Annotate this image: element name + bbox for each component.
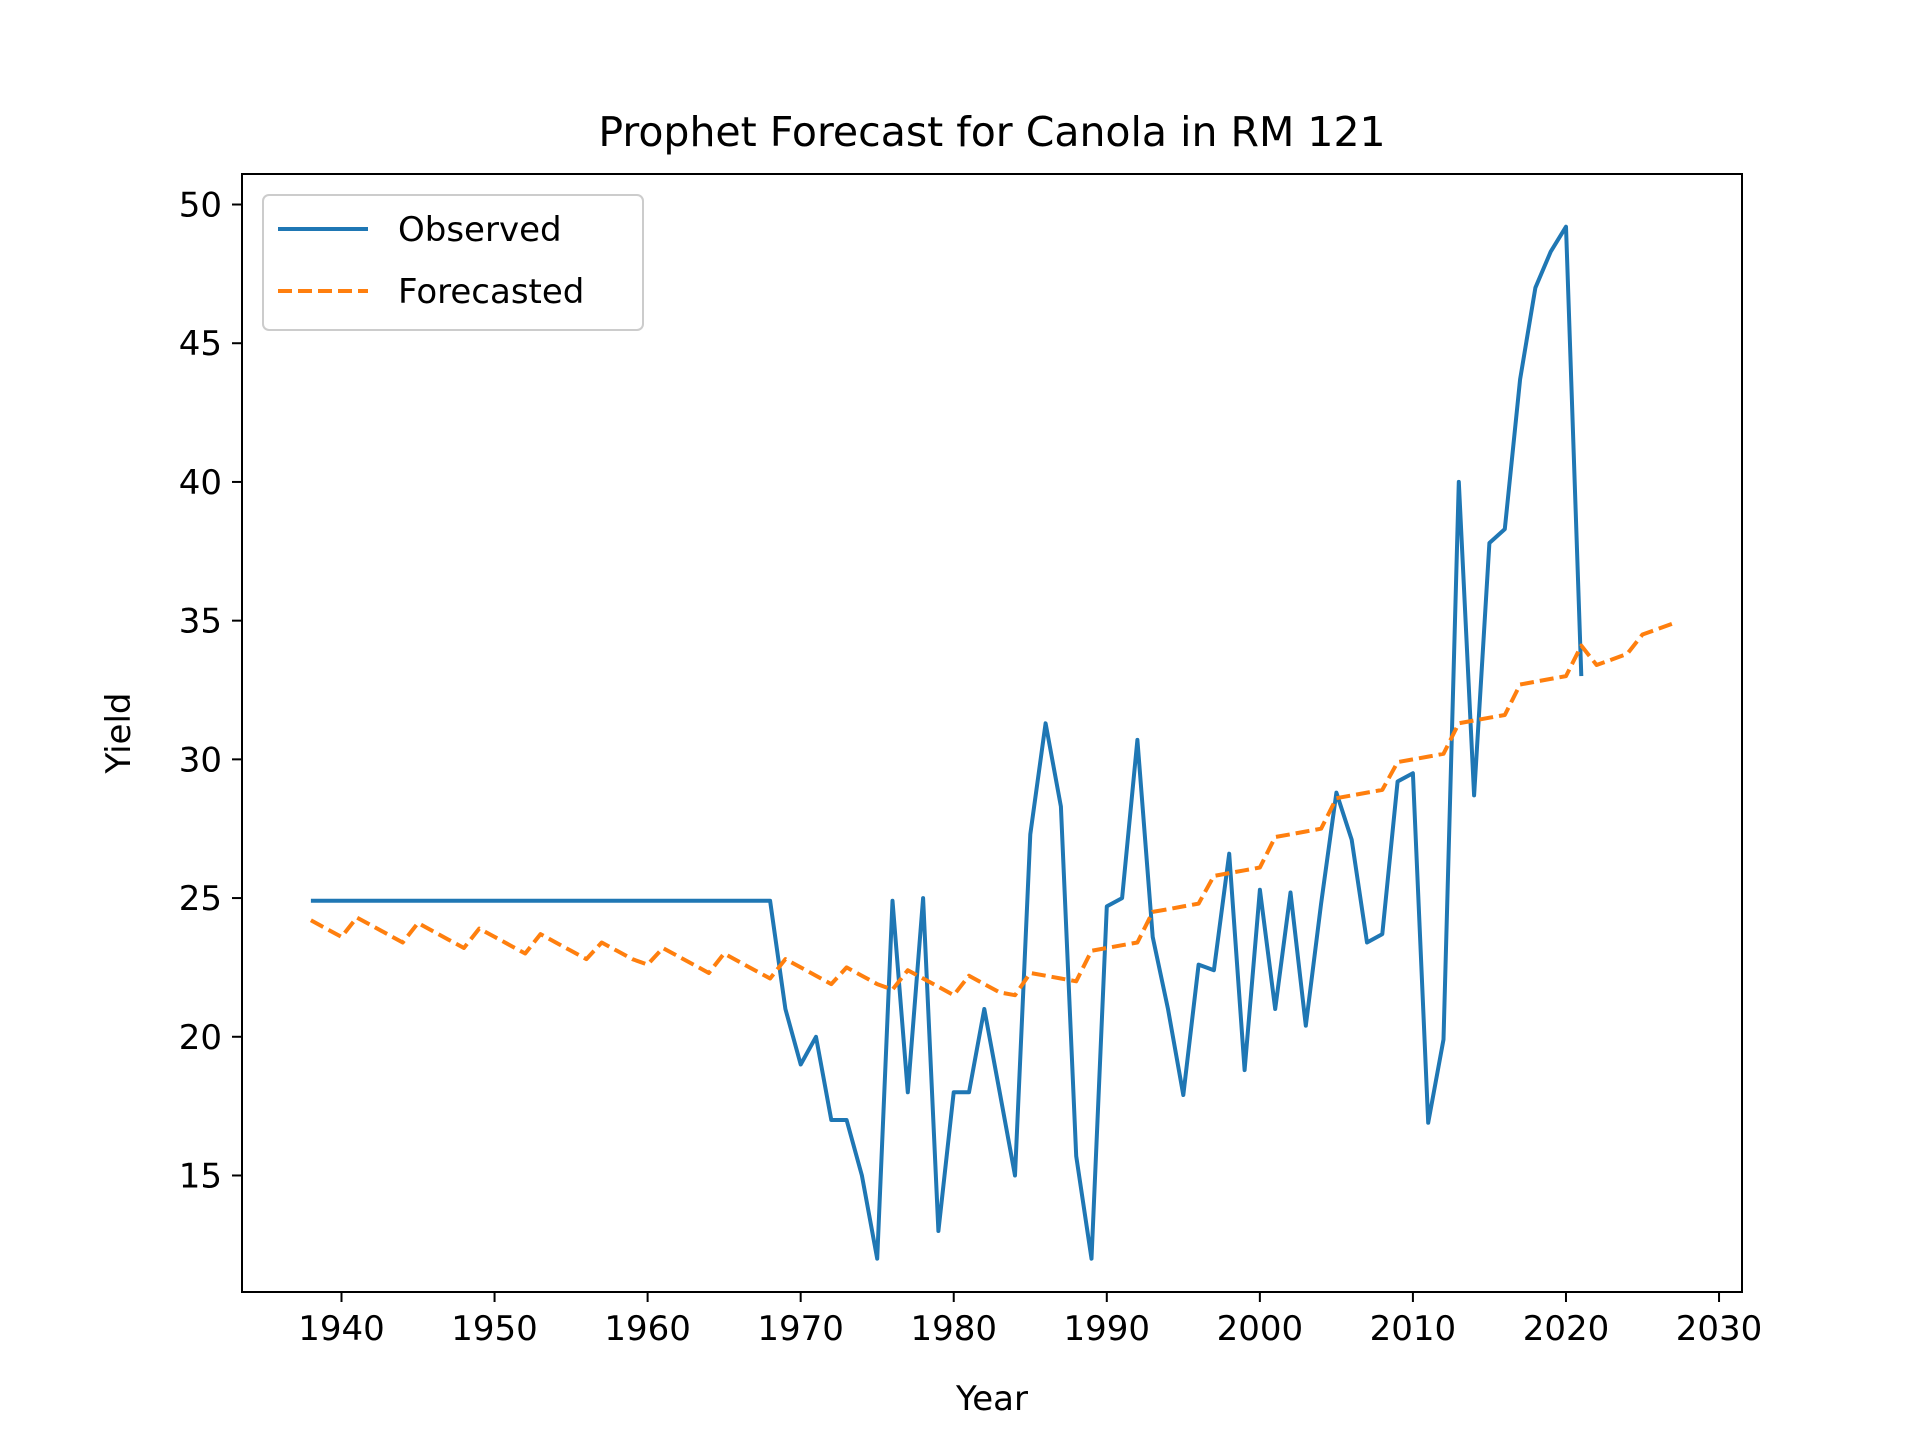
y-axis: 15 20 25 30 35 40 45 50 [179, 186, 242, 1196]
x-tick-label: 1950 [451, 1309, 538, 1349]
y-tick-label: 20 [179, 1018, 222, 1058]
x-tick-label: 2000 [1217, 1309, 1304, 1349]
y-tick-label: 15 [179, 1156, 222, 1196]
x-tick-label: 1990 [1064, 1309, 1151, 1349]
x-tick-label: 1940 [298, 1309, 385, 1349]
y-tick-label: 45 [179, 324, 222, 364]
legend-forecasted-label: Forecasted [398, 272, 584, 312]
chart-title: Prophet Forecast for Canola in RM 121 [598, 108, 1385, 156]
x-axis-label: Year [955, 1379, 1028, 1419]
axes-frame [241, 173, 1743, 1293]
x-tick-label: 1960 [604, 1309, 691, 1349]
series-line-observed [310, 224, 1584, 1261]
y-axis-label: Yield [99, 693, 139, 775]
x-tick-label: 2030 [1676, 1309, 1763, 1349]
plot-area [309, 224, 1674, 1261]
x-tick-label: 1980 [910, 1309, 997, 1349]
y-tick-label: 35 [179, 602, 222, 642]
y-tick-label: 30 [179, 740, 222, 780]
y-tick-label: 50 [179, 186, 222, 226]
x-axis: 1940 1950 1960 1970 1980 1990 2000 2010 2020 2030 [298, 1292, 1762, 1349]
series-line-forecasted [309, 621, 1674, 998]
legend: Observed Forecasted [262, 194, 644, 331]
legend-observed-label: Observed [398, 210, 562, 250]
x-tick-label: 2020 [1523, 1309, 1610, 1349]
x-tick-label: 1970 [757, 1309, 844, 1349]
x-tick-label: 2010 [1370, 1309, 1457, 1349]
y-tick-label: 40 [179, 463, 222, 503]
y-tick-label: 25 [179, 879, 222, 919]
